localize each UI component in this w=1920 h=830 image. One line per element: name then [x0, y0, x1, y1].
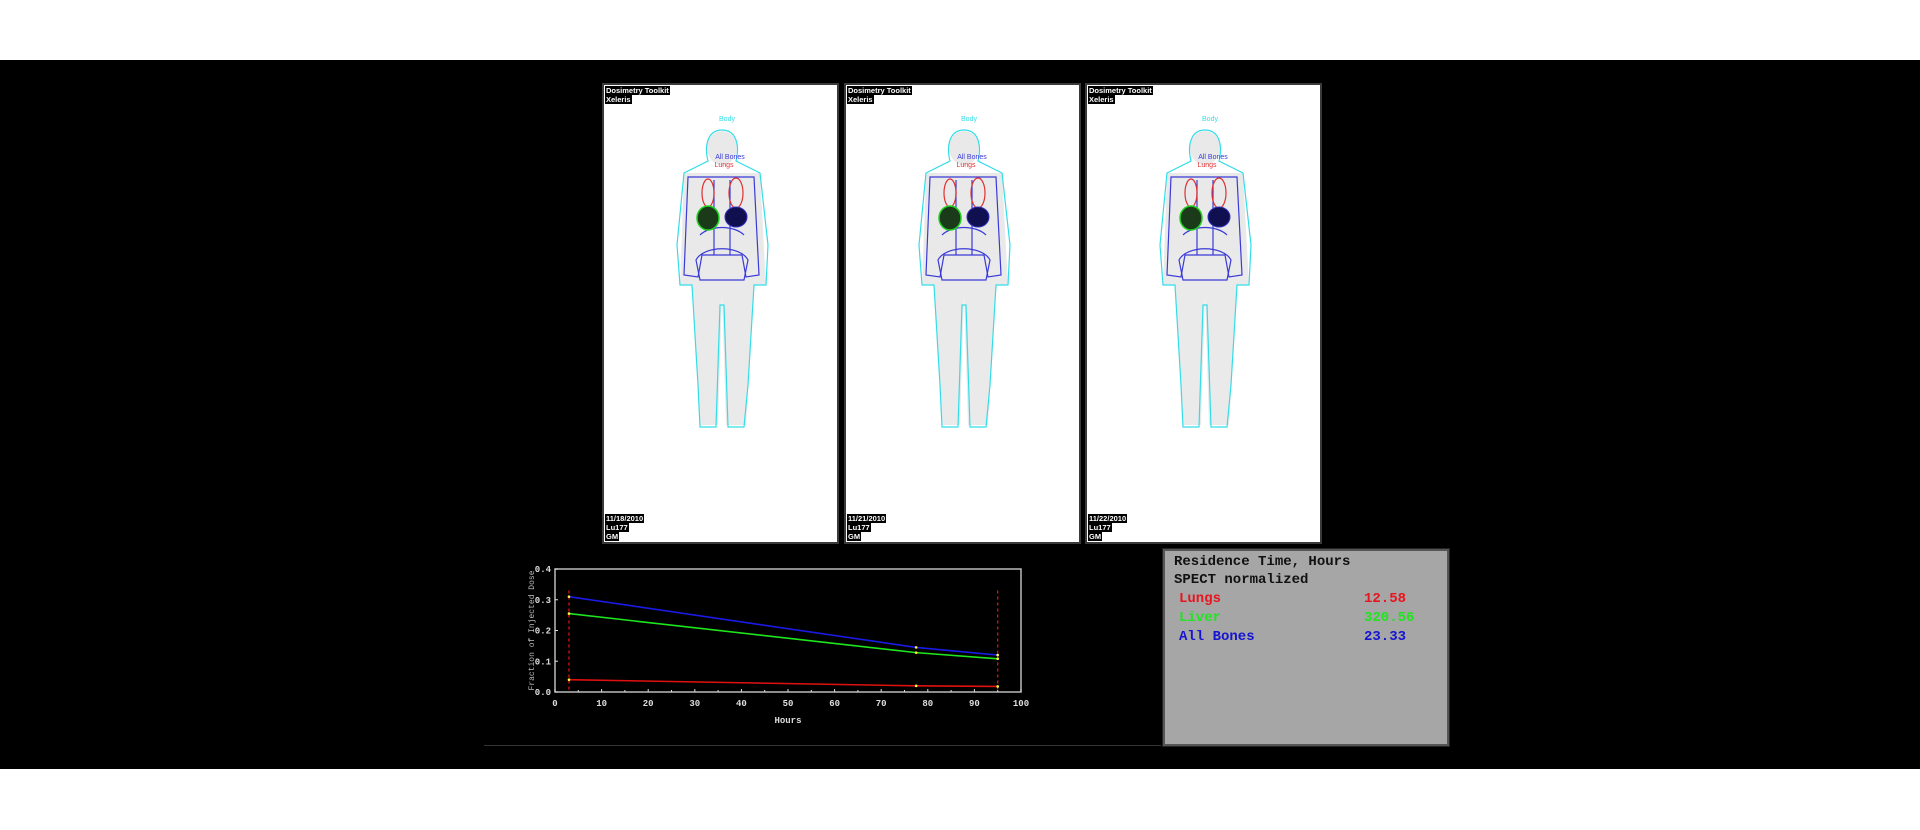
residence-row-all-bones: All Bones 23.33 — [1179, 629, 1439, 645]
y-tick-label: 0.2 — [535, 627, 551, 637]
lungs-contour-label: Lungs — [1197, 162, 1217, 169]
app-name: Dosimetry Toolkit — [1088, 86, 1153, 95]
bones-contour-label: All Bones — [715, 154, 745, 161]
lungs-contour-label: Lungs — [714, 162, 734, 169]
scan-date: 11/21/2010 — [847, 514, 887, 523]
scan-panel[interactable]: Body All Bones Lungs Dosimetry Toolkit X… — [602, 83, 839, 544]
residence-title: Residence Time, Hours — [1174, 554, 1351, 570]
data-point — [567, 678, 571, 681]
isotope: Lu177 — [847, 523, 871, 532]
organ-name: Lungs — [1179, 591, 1222, 607]
residence-row-lungs: Lungs 12.58 — [1179, 591, 1439, 607]
x-tick-label: 30 — [689, 699, 700, 709]
x-tick-label: 100 — [1013, 699, 1029, 709]
organ-value: 320.56 — [1364, 610, 1415, 626]
x-tick-label: 10 — [596, 699, 607, 709]
scan-footer-overlay: 11/21/2010 Lu177 GM — [847, 514, 887, 541]
divider — [484, 745, 1161, 746]
x-tick-label: 0 — [552, 699, 557, 709]
whole-body-scan-image: Body All Bones Lungs — [1159, 116, 1252, 428]
organ-value: 23.33 — [1364, 629, 1407, 645]
y-axis-label: Fraction of Injected Dose — [528, 570, 537, 690]
body-contour-label: Body — [719, 116, 735, 123]
time-activity-chart: 0 10 20 30 40 50 60 70 80 90 100 0.0 0.1 0.2 0.3 0.4 Hou… — [528, 565, 1029, 726]
app-name: Dosimetry Toolkit — [847, 86, 912, 95]
residence-subtitle: SPECT normalized — [1174, 572, 1309, 588]
vendor-name: Xeleris — [847, 95, 874, 104]
data-point — [914, 646, 918, 649]
data-point — [996, 657, 999, 661]
body-contour-label: Body — [961, 116, 977, 123]
data-point — [914, 684, 918, 688]
scan-date: 11/22/2010 — [1088, 514, 1128, 523]
bones-contour-label: All Bones — [957, 154, 987, 161]
plot-frame — [554, 568, 1022, 693]
isotope: Lu177 — [1088, 523, 1112, 532]
y-tick-label: 0.4 — [535, 565, 552, 575]
organ-name: All Bones — [1179, 629, 1255, 645]
residence-time-panel: Residence Time, Hours SPECT normalized L… — [1162, 548, 1450, 747]
app-name: Dosimetry Toolkit — [605, 86, 670, 95]
operator-initials: GM — [605, 532, 620, 541]
organ-name: Liver — [1179, 610, 1222, 626]
scan-header-overlay: Dosimetry Toolkit Xeleris — [1088, 86, 1153, 104]
series-line — [568, 612, 998, 660]
x-tick-label: 40 — [736, 699, 747, 709]
x-tick-label: 20 — [643, 699, 654, 709]
x-tick-label: 60 — [829, 699, 840, 709]
y-tick-label: 0.0 — [535, 688, 551, 698]
series-line — [568, 678, 998, 688]
bones-contour-label: All Bones — [1198, 154, 1228, 161]
vendor-name: Xeleris — [1088, 95, 1115, 104]
data-point — [914, 651, 918, 654]
operator-initials: GM — [1088, 532, 1103, 541]
series-line — [568, 595, 998, 656]
x-tick-label: 90 — [969, 699, 980, 709]
x-axis-label: Hours — [774, 716, 801, 726]
isotope: Lu177 — [605, 523, 629, 532]
scan-footer-overlay: 11/18/2010 Lu177 GM — [605, 514, 645, 541]
scan-footer-overlay: 11/22/2010 Lu177 GM — [1088, 514, 1128, 541]
residence-row-liver: Liver 320.56 — [1179, 610, 1439, 626]
data-point — [567, 612, 571, 615]
x-tick-label: 70 — [876, 699, 887, 709]
organ-value: 12.58 — [1364, 591, 1407, 607]
scan-panel[interactable]: Body All Bones Lungs Dosimetry Toolkit X… — [1085, 83, 1322, 544]
y-tick-label: 0.1 — [535, 657, 552, 667]
scan-date: 11/18/2010 — [605, 514, 645, 523]
whole-body-scan-image: Body All Bones Lungs — [918, 116, 1011, 428]
operator-initials: GM — [847, 532, 862, 541]
whole-body-scan-image: Body All Bones Lungs — [676, 116, 769, 428]
x-tick-label: 80 — [922, 699, 933, 709]
data-point — [996, 685, 999, 688]
scan-header-overlay: Dosimetry Toolkit Xeleris — [847, 86, 912, 104]
data-point — [567, 595, 571, 598]
scan-panel[interactable]: Body All Bones Lungs Dosimetry Toolkit X… — [844, 83, 1081, 544]
lungs-contour-label: Lungs — [956, 162, 976, 169]
scan-header-overlay: Dosimetry Toolkit Xeleris — [605, 86, 670, 104]
y-tick-label: 0.3 — [535, 596, 551, 606]
data-point — [996, 653, 999, 657]
body-contour-label: Body — [1202, 116, 1218, 123]
x-tick-label: 50 — [783, 699, 794, 709]
vendor-name: Xeleris — [605, 95, 632, 104]
